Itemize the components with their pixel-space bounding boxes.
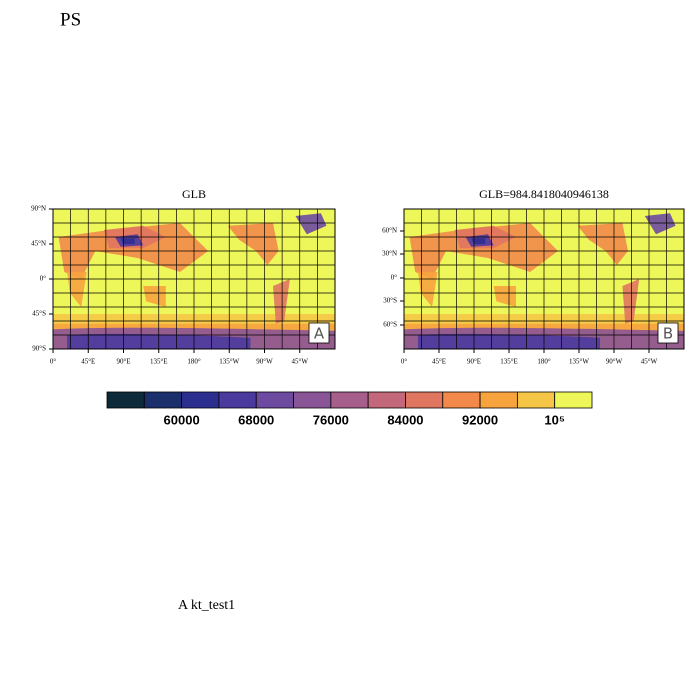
lat-tick-label: 0° xyxy=(40,275,47,283)
field-region xyxy=(227,223,279,265)
panel-title: GLB xyxy=(182,187,206,201)
lat-tick-label: 90°S xyxy=(32,345,46,353)
field-region xyxy=(67,272,87,307)
lon-tick-label: 0° xyxy=(401,358,408,366)
lon-tick-label: 90°W xyxy=(606,358,623,366)
lon-tick-label: 135°E xyxy=(500,358,518,366)
panel-label: A xyxy=(314,325,325,343)
panel-label-box xyxy=(308,322,330,344)
lat-tick-label: 0° xyxy=(391,274,398,282)
field-region xyxy=(493,286,516,307)
colorbar-box xyxy=(143,391,183,409)
colorbar-label: 60000 xyxy=(164,412,200,427)
lat-tick-label: 45°S xyxy=(32,310,46,318)
field-region xyxy=(295,213,327,235)
colorbar-label: 68000 xyxy=(238,412,274,427)
field-region xyxy=(577,223,628,265)
colorbar-box xyxy=(181,391,220,409)
lat-tick-label: 45°N xyxy=(31,240,46,248)
colorbar-box xyxy=(330,391,369,409)
lon-tick-label: 135°W xyxy=(219,358,239,366)
colorbar-box xyxy=(405,391,444,409)
lon-tick-label: 180° xyxy=(537,358,551,366)
lon-tick-label: 45°E xyxy=(81,358,95,366)
lon-tick-label: 45°W xyxy=(641,358,658,366)
colorbar-box xyxy=(255,391,294,409)
lon-tick-label: 135°W xyxy=(569,358,589,366)
panel-title: GLB=984.8418040946138 xyxy=(479,187,609,201)
lon-tick-label: 90°W xyxy=(256,358,273,366)
field-region xyxy=(644,213,676,235)
lat-tick-label: 30°S xyxy=(383,297,397,305)
colorbar-box xyxy=(479,391,518,409)
field-region xyxy=(622,279,640,324)
panel-label-box xyxy=(657,322,679,344)
colorbar-label: 84000 xyxy=(387,412,423,427)
lat-tick-label: 90°N xyxy=(31,205,46,213)
colorbar-label: 76000 xyxy=(313,412,349,427)
colorbar-box xyxy=(218,391,257,409)
lat-tick-label: 60°N xyxy=(382,227,397,235)
lon-tick-label: 0° xyxy=(50,358,57,366)
colorbar-box xyxy=(367,391,406,409)
lon-tick-label: 90°E xyxy=(116,358,130,366)
panel-label: B xyxy=(663,325,673,343)
field-region xyxy=(143,286,166,307)
lon-tick-label: 45°E xyxy=(432,358,446,366)
field-region xyxy=(120,238,135,244)
colorbar-box xyxy=(106,391,145,409)
footer-text: A kt_test1 xyxy=(178,598,235,613)
colorbar-box xyxy=(554,391,593,409)
lon-tick-label: 45°W xyxy=(292,358,309,366)
colorbar-box xyxy=(293,391,332,409)
figure-title: PS xyxy=(60,9,81,30)
lon-tick-label: 90°E xyxy=(467,358,481,366)
colorbar-label: 92000 xyxy=(462,412,498,427)
field-region xyxy=(273,279,290,324)
lon-tick-label: 135°E xyxy=(150,358,168,366)
colorbar-box xyxy=(516,391,556,409)
colorbar-label: 10⁵ xyxy=(544,412,565,427)
colorbar-box xyxy=(442,391,481,409)
field-region xyxy=(418,272,438,307)
lat-tick-label: 60°S xyxy=(383,321,397,329)
lon-tick-label: 180° xyxy=(187,358,201,366)
lat-tick-label: 30°N xyxy=(382,250,397,258)
field-region xyxy=(471,238,486,244)
